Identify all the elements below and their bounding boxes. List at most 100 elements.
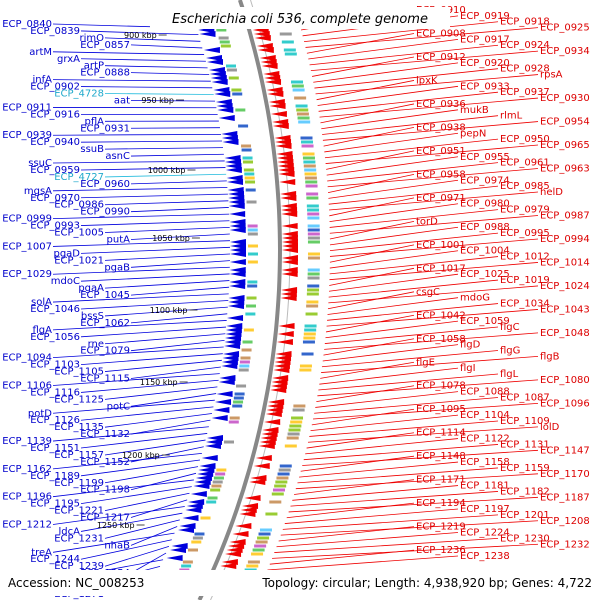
forward-gene-mark xyxy=(199,31,216,37)
reverse-gene-mark xyxy=(272,375,289,381)
cog-block xyxy=(296,112,309,116)
gene-label-left: ECP_0999 xyxy=(2,214,52,225)
label-connector xyxy=(329,250,459,269)
kbp-tick-label: 900 kbp xyxy=(124,31,157,40)
gene-label-left: flgA xyxy=(33,325,53,336)
label-connector xyxy=(325,314,415,333)
label-connector xyxy=(322,115,499,135)
cog-block xyxy=(265,512,278,516)
gene-label-right: flgG xyxy=(500,346,520,357)
gene-label-right: ECP_1224 xyxy=(460,528,510,539)
cog-block xyxy=(225,64,236,68)
forward-gene-mark xyxy=(218,115,235,121)
reverse-gene-mark xyxy=(281,255,298,261)
cog-block xyxy=(272,488,285,492)
forward-gene-mark xyxy=(193,483,210,489)
label-connectors xyxy=(52,9,539,595)
gene-label-right: ECP_1201 xyxy=(500,510,550,521)
forward-gene-mark xyxy=(224,343,241,349)
reverse-gene-mark xyxy=(272,123,289,129)
cog-block xyxy=(247,284,258,288)
cog-block xyxy=(301,140,314,144)
cog-block xyxy=(210,488,221,492)
label-connector xyxy=(312,402,539,420)
reverse-gene-mark xyxy=(257,47,274,53)
label-connector xyxy=(52,266,230,275)
label-connector xyxy=(104,37,201,42)
gene-label-right: flgL xyxy=(500,369,519,380)
cog-block xyxy=(245,312,256,316)
forward-gene-mark xyxy=(194,479,211,485)
reverse-gene-mark xyxy=(232,531,249,537)
reverse-gene-mark xyxy=(281,235,298,241)
reverse-gene-mark xyxy=(262,427,279,433)
cog-block xyxy=(276,476,289,480)
label-connector xyxy=(130,153,224,157)
gene-label-right: ECP_0912 xyxy=(416,52,466,63)
cog-block xyxy=(243,168,254,172)
cog-block xyxy=(232,404,243,408)
label-connector xyxy=(324,326,499,344)
forward-gene-mark xyxy=(206,55,222,61)
label-connector xyxy=(130,260,230,268)
forward-gene-mark xyxy=(222,355,239,361)
cog-block xyxy=(269,500,282,504)
reverse-gene-mark xyxy=(240,507,257,513)
label-connector xyxy=(80,379,219,393)
cog-block xyxy=(307,252,320,256)
gene-label-right: ECP_1131 xyxy=(500,439,550,450)
label-connector xyxy=(52,452,202,470)
label-connector xyxy=(323,127,415,147)
label-connector xyxy=(294,479,415,495)
gene-label-right: rpsA xyxy=(540,70,563,81)
gene-label-left: rimO xyxy=(79,33,104,44)
reverse-gene-mark xyxy=(265,411,282,417)
cog-block xyxy=(302,152,315,156)
label-connector xyxy=(326,156,459,176)
label-connector xyxy=(322,344,459,362)
gene-label-left: ECP_0959 xyxy=(30,165,80,176)
label-connector xyxy=(52,240,230,247)
gene-label-right: ECP_1147 xyxy=(540,445,590,456)
kbp-tick-label: 1150 kbp xyxy=(140,378,178,387)
cog-block xyxy=(288,428,301,432)
cog-block xyxy=(242,340,253,344)
label-connector xyxy=(269,549,415,565)
label-connector xyxy=(52,532,175,553)
gene-label-left: ECP_0970 xyxy=(30,193,80,204)
label-connector xyxy=(304,21,499,43)
cog-block xyxy=(274,484,287,488)
cog-block xyxy=(307,212,320,216)
gene-label-left: solA xyxy=(31,297,52,308)
reverse-gene-mark xyxy=(265,79,282,85)
kbp-tick-label: 1250 kbp xyxy=(97,521,135,530)
label-connector xyxy=(306,432,415,449)
label-connector xyxy=(324,132,459,153)
forward-gene-mark xyxy=(224,339,241,345)
cog-block xyxy=(216,468,227,472)
label-connector xyxy=(130,72,210,75)
gene-label-right: mukB xyxy=(460,105,489,116)
label-connector xyxy=(278,526,415,542)
gene-label-right: flgB xyxy=(540,351,560,362)
cog-block xyxy=(220,44,231,48)
label-connector xyxy=(130,44,203,49)
cog-block xyxy=(242,156,253,160)
gene-label-left: ECP_1132 xyxy=(80,429,130,440)
gene-label-left: ECP_0960 xyxy=(80,179,130,190)
label-connector xyxy=(130,180,227,185)
label-connector xyxy=(312,56,415,77)
gene-label-right: ECP_1238 xyxy=(460,551,510,562)
reverse-gene-mark xyxy=(266,87,283,93)
cog-block xyxy=(301,352,314,356)
label-connector xyxy=(320,361,415,379)
forward-gene-mark xyxy=(228,199,245,205)
cog-block xyxy=(228,420,239,424)
reverse-gene-mark xyxy=(271,379,288,385)
gene-label-right: ECP_1078 xyxy=(416,381,466,392)
reverse-gene-mark xyxy=(272,119,289,125)
label-connector xyxy=(328,285,539,304)
forward-gene-mark xyxy=(218,379,235,385)
label-connector xyxy=(290,491,499,507)
cog-block xyxy=(234,392,245,396)
